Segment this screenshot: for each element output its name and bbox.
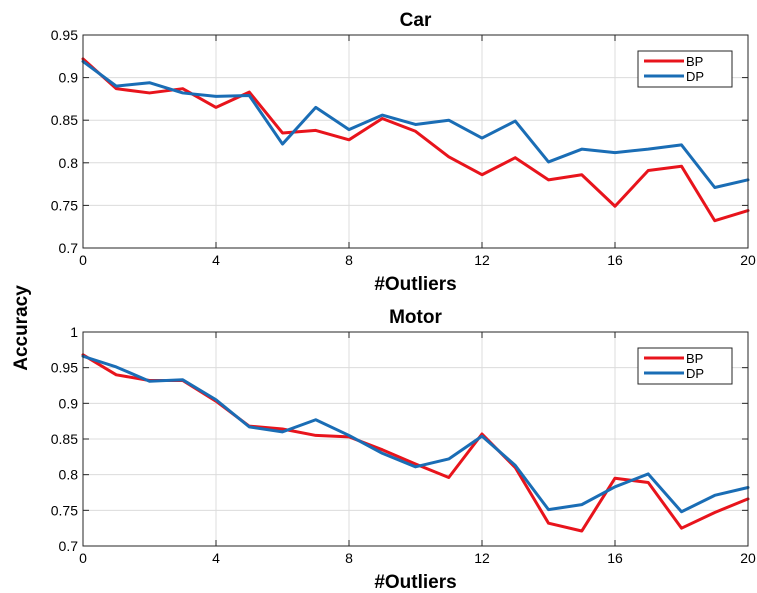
legend-label-dp: DP — [686, 69, 704, 84]
y-tick-label: 0.85 — [51, 112, 78, 128]
legend-box — [637, 347, 733, 385]
legend-label-bp: BP — [686, 54, 703, 69]
x-tick-label: 12 — [474, 252, 490, 268]
y-axis-label: Accuracy — [11, 285, 32, 371]
legend-label-bp: BP — [686, 351, 703, 366]
x-axis-label: #Outliers — [374, 572, 456, 593]
plot-area — [83, 35, 748, 248]
x-tick-label: 4 — [212, 550, 220, 566]
x-tick-label: 16 — [607, 550, 623, 566]
x-tick-label: 16 — [607, 252, 623, 268]
series-line-dp — [81, 354, 750, 514]
y-tick-label: 0.7 — [59, 538, 79, 554]
x-tick-label: 0 — [79, 550, 87, 566]
chart-title: Car — [400, 10, 432, 31]
chart-title: Motor — [389, 307, 442, 328]
x-tick-label: 0 — [79, 252, 87, 268]
y-tick-label: 0.75 — [51, 502, 78, 518]
y-tick-label: 0.75 — [51, 197, 78, 213]
legend-label-dp: DP — [686, 366, 704, 381]
x-tick-label: 8 — [345, 550, 353, 566]
axes-box — [82, 34, 749, 249]
chart-2: 0 4 8 12 16 20 0.7 0.75 0.8 0.85 0.9 0.95 1 Motor #Out… — [51, 307, 756, 593]
legend-box — [637, 50, 733, 88]
y-tick-label: 0.95 — [51, 360, 78, 376]
x-tick-label: 8 — [345, 252, 353, 268]
chart-1: 0 4 8 12 16 20 0.7 0.75 0.8 0.85 0.9 0.95 Car #Outlie… — [51, 10, 756, 295]
series-line-dp — [81, 59, 750, 190]
y-tick-label: 0.9 — [59, 70, 79, 86]
y-tick-label: 0.95 — [51, 27, 78, 43]
x-tick-label: 12 — [474, 550, 490, 566]
x-tick-label: 20 — [740, 550, 756, 566]
x-tick-label: 4 — [212, 252, 220, 268]
x-tick-label: 20 — [740, 252, 756, 268]
x-axis-label: #Outliers — [374, 274, 456, 295]
y-tick-label: 0.7 — [59, 240, 79, 256]
y-tick-label: 0.85 — [51, 431, 78, 447]
y-tick-label: 1 — [70, 324, 78, 340]
y-tick-label: 0.8 — [59, 467, 79, 483]
y-tick-label: 0.8 — [59, 155, 79, 171]
y-tick-label: 0.9 — [59, 395, 79, 411]
